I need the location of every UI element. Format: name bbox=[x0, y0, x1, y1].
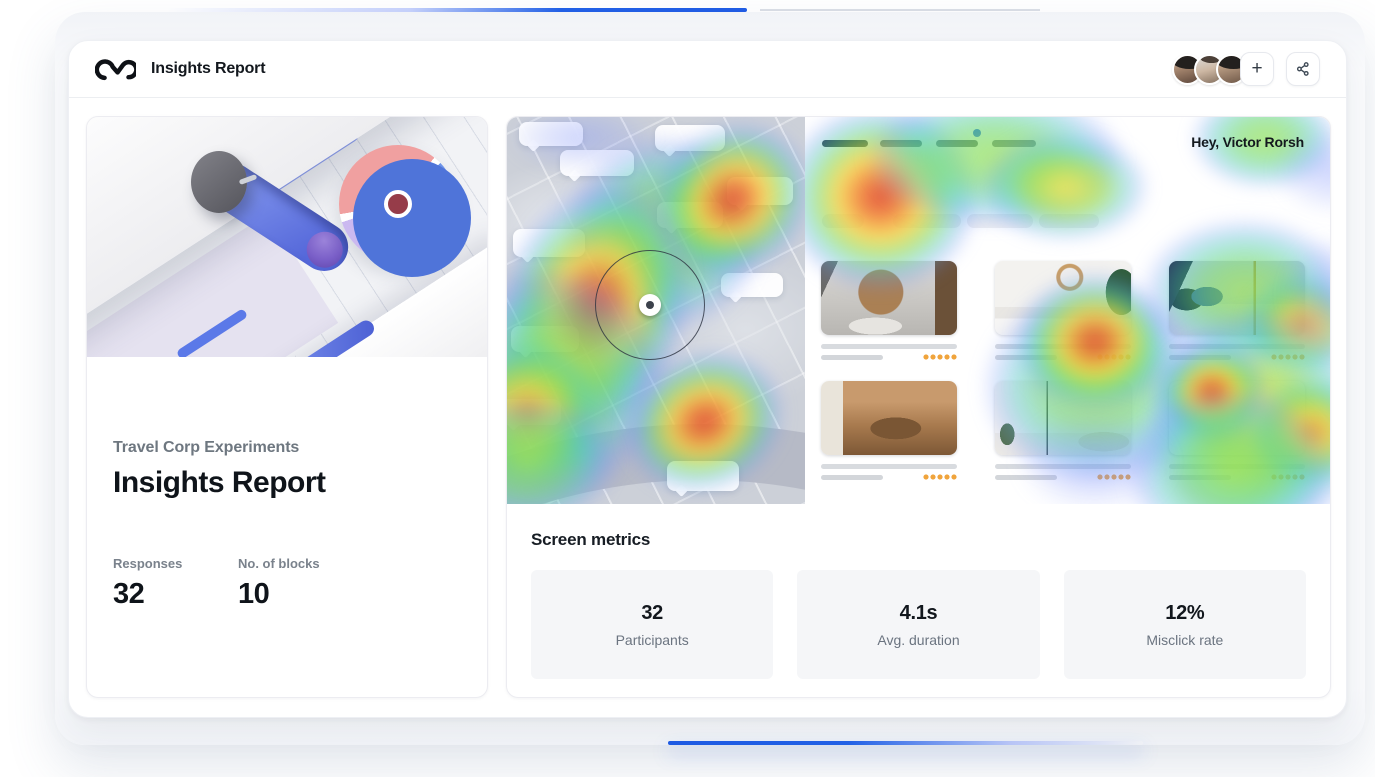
stat-blocks: No. of blocks 10 bbox=[238, 556, 320, 610]
map-tooltip-bubble bbox=[667, 461, 739, 491]
heatmap-results-card: Hey, Victor Rorsh bbox=[506, 116, 1331, 698]
map-tooltip-bubble bbox=[560, 150, 634, 176]
insights-report-window: Insights Report + bbox=[68, 40, 1347, 718]
mock-filter-pill bbox=[1039, 214, 1099, 228]
map-heatmap-panel bbox=[507, 117, 805, 504]
report-title: Insights Report bbox=[113, 466, 326, 499]
map-tooltip-bubble bbox=[511, 326, 579, 352]
mock-listing-card bbox=[1169, 381, 1305, 480]
mock-filter-pill bbox=[967, 214, 1033, 228]
map-tooltip-bubble bbox=[507, 399, 561, 425]
map-location-pin bbox=[639, 294, 661, 316]
rating-dots bbox=[923, 474, 957, 480]
rating-dots bbox=[1097, 354, 1131, 360]
mock-notification-dot bbox=[973, 129, 981, 137]
background-page-bottom-accent bbox=[668, 741, 1143, 745]
collaborator-avatars: + bbox=[1172, 52, 1274, 86]
share-button[interactable] bbox=[1286, 52, 1320, 86]
screen-metrics-title: Screen metrics bbox=[531, 530, 651, 549]
illustration-pie-chart bbox=[339, 145, 471, 277]
map-tooltip-bubble bbox=[721, 273, 783, 297]
mock-listing-card bbox=[995, 381, 1131, 480]
metric-misclick-rate: 12% Misclick rate bbox=[1063, 570, 1306, 679]
map-tooltip-bubble bbox=[727, 177, 793, 205]
app-header: Insights Report + bbox=[69, 41, 1346, 98]
heat-blob bbox=[865, 117, 1125, 227]
add-collaborator-button[interactable]: + bbox=[1240, 52, 1274, 86]
maze-logo-icon[interactable] bbox=[95, 55, 136, 83]
rating-dots bbox=[1271, 354, 1305, 360]
map-tooltip-bubble bbox=[657, 202, 723, 228]
background-page-top-accent bbox=[167, 8, 747, 12]
map-tooltip-bubble bbox=[519, 122, 583, 146]
stat-responses: Responses 32 bbox=[113, 556, 183, 610]
mock-nav-item bbox=[880, 140, 922, 147]
project-name: Travel Corp Experiments bbox=[113, 439, 300, 456]
report-stats: Responses 32 No. of blocks 10 bbox=[113, 556, 461, 611]
mock-greeting: Hey, Victor Rorsh bbox=[1191, 134, 1304, 150]
mock-nav-item bbox=[992, 140, 1036, 147]
rating-dots bbox=[923, 354, 957, 360]
heat-blob bbox=[1190, 117, 1330, 189]
metric-avg-duration: 4.1s Avg. duration bbox=[797, 570, 1040, 679]
mock-listing-card bbox=[821, 381, 957, 480]
screen-metrics-section: Screen metrics 32 Participants 4.1s Avg.… bbox=[507, 504, 1330, 679]
metric-participants: 32 Participants bbox=[531, 570, 774, 679]
rating-dots bbox=[1097, 474, 1131, 480]
mock-listing-card bbox=[995, 261, 1131, 360]
heatmap-screenshots: Hey, Victor Rorsh bbox=[507, 117, 1330, 504]
mock-filter-pill bbox=[893, 214, 961, 228]
page-title: Insights Report bbox=[151, 60, 266, 77]
mock-nav-item bbox=[936, 140, 978, 147]
map-tooltip-bubble bbox=[655, 125, 725, 151]
mock-nav-item bbox=[822, 140, 868, 147]
report-cover-card: Travel Corp Experiments Insights Report … bbox=[86, 116, 488, 698]
website-heatmap-panel: Hey, Victor Rorsh bbox=[805, 117, 1330, 504]
mock-filter-pill bbox=[822, 214, 864, 228]
share-icon bbox=[1295, 61, 1311, 77]
background-page-top-line bbox=[760, 9, 1040, 11]
mock-listing-card bbox=[1169, 261, 1305, 360]
report-cover-illustration bbox=[87, 117, 487, 357]
mock-listing-card bbox=[821, 261, 957, 360]
map-tooltip-bubble bbox=[513, 229, 585, 257]
rating-dots bbox=[1271, 474, 1305, 480]
